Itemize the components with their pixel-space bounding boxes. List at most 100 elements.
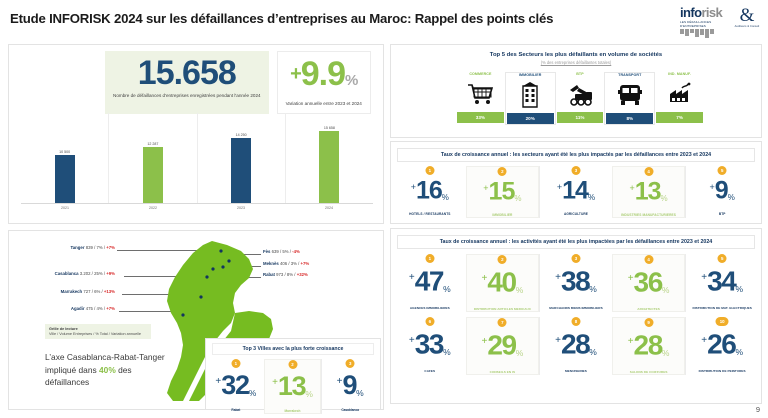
number: 32 xyxy=(221,370,250,401)
number: 29 xyxy=(487,329,517,361)
number: 40 xyxy=(487,266,517,298)
rank-badge: 8 xyxy=(571,317,581,327)
top5-sector-immobilier[interactable]: IMMOBILIER 20% xyxy=(504,72,556,125)
kpi-card-annual-variation: +9.9% Variation annuelle entre 2023 et 2… xyxy=(276,51,371,114)
activity-growth-menuiseries[interactable]: 8 +28% MENUISERIES xyxy=(539,317,612,376)
number: 13 xyxy=(277,371,307,402)
sign: + xyxy=(408,335,415,347)
excavator-icon xyxy=(557,79,604,109)
percent-sign: % xyxy=(515,285,524,296)
percent-sign: % xyxy=(356,387,364,398)
leader-line-agadir xyxy=(119,311,179,312)
sector-growth-value: +16% xyxy=(394,175,466,210)
bar-slot: 12 287 xyxy=(109,113,198,203)
top5-sector-ind-manuf-[interactable]: IND. MANUF. 7% xyxy=(655,72,704,125)
activity-growth-conseils-en-is[interactable]: 7 +29% CONSEILS EN IS xyxy=(465,317,540,376)
city-stats: 406 / 3% / xyxy=(279,261,300,266)
sign: + xyxy=(629,183,635,193)
rank-badge: 6 xyxy=(425,317,435,327)
city-stats: 727 / 6% / xyxy=(83,289,103,294)
rank-badge: 2 xyxy=(497,255,507,264)
activity-growth-salons-de-coiffures[interactable]: 9 +28% SALONS DE COIFFURES xyxy=(611,317,686,376)
bar-slot: 14 250 xyxy=(198,113,286,203)
activity-growth-marchands-biens-immobiliers[interactable]: 3 +38% MARCHANDS BIENS IMMOBILIERS xyxy=(539,254,612,313)
activity-growth-distribution-articles-medicaux[interactable]: 2 +40% DISTRIBUTION ARTICLES MEDICAUX xyxy=(465,254,540,313)
bar-chart-x-axis: 2021 2022 2023 2024 xyxy=(21,203,373,210)
activity-growth-row-2: 6 +33% CAFES 7 +29% CONSEILS EN IS 8 +28% MENUIS… xyxy=(391,317,761,376)
top3-city-rabat[interactable]: 1 +32% Rabat xyxy=(208,359,264,414)
top3-city-casablanca[interactable]: 3 +9% Casablanca xyxy=(321,359,378,414)
sign: + xyxy=(709,182,715,192)
activity-growth-label: AGENCES IMMOBILIERES xyxy=(409,306,450,311)
sector-growth-agriculture[interactable]: 3 +14% AGRICULTURE xyxy=(539,166,612,218)
activity-growth-label: DISTRIBUTION DE PEINTURES xyxy=(698,369,746,374)
rank-badge: 4 xyxy=(644,255,654,264)
sector-growth-immobilier[interactable]: 2 +15% IMMOBILIER xyxy=(465,166,540,218)
sign: + xyxy=(555,272,561,283)
bar-rect xyxy=(54,155,75,203)
rank-badge: 5 xyxy=(717,254,727,263)
top5-sector-pct: 20% xyxy=(506,113,554,124)
map-note-highlight: 40% xyxy=(99,364,116,375)
top3-city-label: Casablanca xyxy=(341,407,360,412)
city-stats: 639 / 5% / xyxy=(271,249,291,254)
sector-growth-industries-manufacturieres[interactable]: 4 +13% INDUSTRIES MANUFACTURIERES xyxy=(611,166,686,218)
map-city-tanger: Tanger 839 / 7% / +7% xyxy=(70,245,115,250)
sign: + xyxy=(555,335,561,347)
map-city-mekns: Meknès 406 / 3% / +7% xyxy=(263,261,309,266)
city-name: Meknès xyxy=(263,261,279,266)
kpi-total-value: 15.658 xyxy=(137,54,237,92)
bar-slot: 10 500 xyxy=(21,113,110,203)
top3-cities-grid: 1 +32% Rabat 2 +13% Marrakech 3 +9% Casablanca xyxy=(206,359,380,414)
map-dot-meknes xyxy=(221,265,225,269)
top3-city-value: +9% xyxy=(322,368,378,407)
number: 36 xyxy=(633,266,664,298)
activity-growth-value: +34% xyxy=(686,263,758,304)
activity-growth-agences-immobilieres[interactable]: 1 +47% AGENCES IMMOBILIERES xyxy=(394,254,466,312)
logo-group: inforisk LES DÉFAILLANCES D'ENTREPRISES … xyxy=(680,6,760,38)
inforisk-logo-wordmark: inforisk xyxy=(680,6,724,19)
inforisk-logo-bars-icon xyxy=(680,29,724,38)
top3-cities-panel: Top 3 Villes avec la plus forte croissan… xyxy=(205,338,381,414)
percent-sign: % xyxy=(735,284,744,295)
map-dot-tanger xyxy=(219,249,223,253)
factory-icon xyxy=(656,79,703,109)
activity-growth-label: DISTRIBUTION ARTICLES MEDICAUX xyxy=(473,307,531,312)
sign: + xyxy=(410,182,416,192)
top5-sector-commerce[interactable]: COMMERCE 33% xyxy=(456,72,505,125)
top3-city-marrakech[interactable]: 2 +13% Marrakech xyxy=(263,359,322,414)
city-name: Casablanca xyxy=(54,271,79,276)
top5-title: Top 5 des Secteurs les plus défaillants … xyxy=(489,52,663,58)
top5-sector-btp[interactable]: BTP 11% xyxy=(556,72,605,125)
activity-growth-distribution-de-mat-electriques[interactable]: 5 +34% DISTRIBUTION DE MAT. ELECTRIQUES xyxy=(685,254,758,313)
percent-sign: % xyxy=(443,284,451,295)
sector-growth-label: HOTELS / RESTAURANTS xyxy=(409,212,451,216)
activity-growth-value: +29% xyxy=(467,327,539,368)
activity-growth-value: +26% xyxy=(686,326,758,367)
bar-rect xyxy=(142,147,163,203)
activity-growth-label: CAFES xyxy=(424,369,436,374)
activity-growth-architectes[interactable]: 4 +36% ARCHITECTES xyxy=(611,254,686,313)
top3-city-label: Marrakech xyxy=(284,408,301,413)
sector-growth-btp[interactable]: 5 +9% BTP xyxy=(685,166,758,218)
kpi-variation-value: 9.9 xyxy=(300,55,346,94)
activity-growth-label: CONSEILS EN IS xyxy=(489,370,516,375)
sign: + xyxy=(627,273,634,284)
city-variation: +9% xyxy=(106,271,115,276)
number: 26 xyxy=(707,328,737,360)
top5-sector-transport[interactable]: TRANSPORT 8% xyxy=(604,72,656,125)
sector-growth-label: INDUSTRIES MANUFACTURIERES xyxy=(621,213,676,217)
sign: + xyxy=(272,377,278,388)
number: 38 xyxy=(560,265,591,297)
kpi-card-total-defaillances: 15.658 Nombre de défaillances d'entrepri… xyxy=(105,51,269,114)
bar-value-label: 15 658 xyxy=(323,126,335,130)
activity-growth-cafes[interactable]: 6 +33% CAFES xyxy=(394,317,466,375)
top5-sectors-panel: Top 5 des Secteurs les plus défaillants … xyxy=(390,44,762,138)
city-stats: 3.202 / 25% / xyxy=(79,271,106,276)
kpi-variation-caption: Variation annuelle entre 2023 et 2024 xyxy=(285,101,362,107)
activity-growth-distribution-de-peintures[interactable]: 10 +26% DISTRIBUTION DE PEINTURES xyxy=(685,317,758,376)
sector-growth-hotels-restaurants[interactable]: 1 +16% HOTELS / RESTAURANTS xyxy=(394,166,466,218)
activity-growth-value: +28% xyxy=(540,326,612,367)
number: 28 xyxy=(560,328,591,360)
